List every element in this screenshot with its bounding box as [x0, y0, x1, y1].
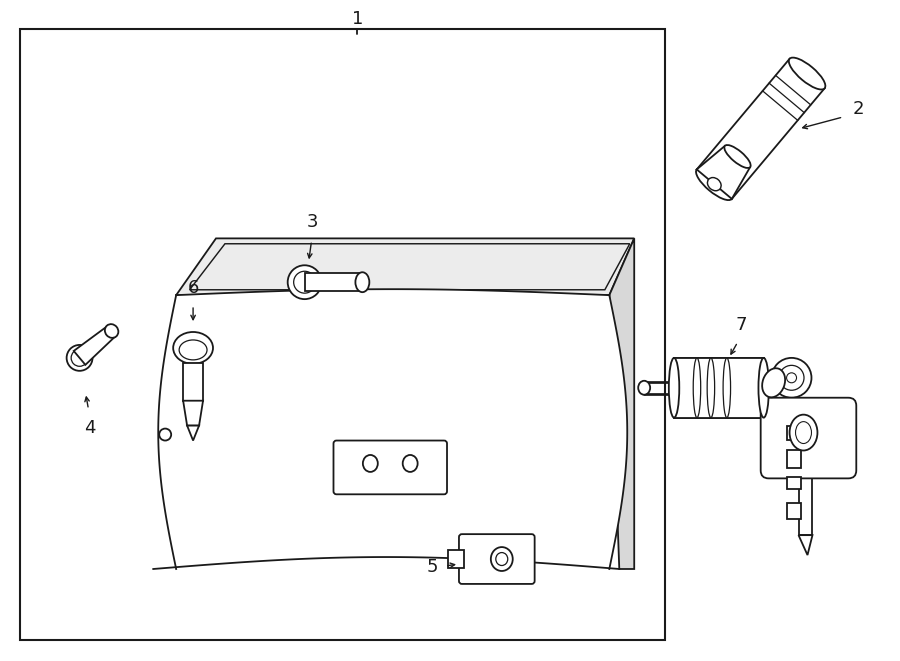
Ellipse shape — [696, 168, 733, 200]
Ellipse shape — [762, 368, 785, 397]
Ellipse shape — [723, 358, 731, 418]
Ellipse shape — [363, 455, 378, 472]
Text: 7: 7 — [735, 316, 746, 334]
Text: 3: 3 — [307, 214, 319, 231]
Bar — [304, 273, 363, 291]
Ellipse shape — [105, 324, 118, 338]
Bar — [787, 503, 800, 519]
Bar — [798, 406, 813, 535]
Ellipse shape — [71, 350, 88, 366]
Ellipse shape — [707, 178, 721, 191]
Polygon shape — [183, 401, 203, 426]
Ellipse shape — [724, 145, 751, 168]
Ellipse shape — [707, 358, 715, 418]
FancyBboxPatch shape — [334, 440, 447, 494]
Text: 5: 5 — [427, 558, 437, 576]
Ellipse shape — [356, 272, 369, 292]
Bar — [674, 358, 764, 418]
Ellipse shape — [638, 381, 650, 395]
Polygon shape — [798, 535, 813, 555]
Ellipse shape — [402, 455, 418, 472]
Text: 1: 1 — [352, 11, 363, 28]
Ellipse shape — [159, 428, 171, 440]
Ellipse shape — [288, 265, 321, 299]
Ellipse shape — [693, 358, 701, 418]
Polygon shape — [74, 326, 116, 365]
Text: 6: 6 — [187, 279, 199, 297]
Bar — [20, 29, 665, 640]
Ellipse shape — [179, 340, 207, 360]
Polygon shape — [176, 239, 634, 295]
Ellipse shape — [669, 358, 680, 418]
Ellipse shape — [787, 373, 796, 383]
Polygon shape — [697, 146, 750, 199]
FancyBboxPatch shape — [760, 398, 856, 479]
Ellipse shape — [759, 358, 769, 418]
Polygon shape — [697, 59, 824, 199]
Bar — [787, 451, 800, 469]
Text: 2: 2 — [852, 100, 864, 118]
Polygon shape — [153, 289, 627, 569]
Ellipse shape — [496, 553, 508, 566]
Ellipse shape — [771, 358, 812, 398]
Polygon shape — [190, 244, 630, 290]
Bar — [787, 477, 800, 489]
Ellipse shape — [491, 547, 513, 571]
Ellipse shape — [789, 414, 817, 451]
Ellipse shape — [788, 58, 825, 89]
Polygon shape — [609, 239, 634, 569]
FancyBboxPatch shape — [459, 534, 535, 584]
Ellipse shape — [67, 345, 93, 371]
Text: 4: 4 — [84, 418, 95, 436]
Ellipse shape — [796, 422, 812, 444]
Bar — [448, 550, 464, 568]
Ellipse shape — [293, 271, 316, 293]
Bar — [787, 426, 800, 440]
Ellipse shape — [173, 332, 213, 364]
Bar — [183, 363, 203, 401]
Polygon shape — [187, 426, 199, 440]
Ellipse shape — [779, 366, 804, 390]
